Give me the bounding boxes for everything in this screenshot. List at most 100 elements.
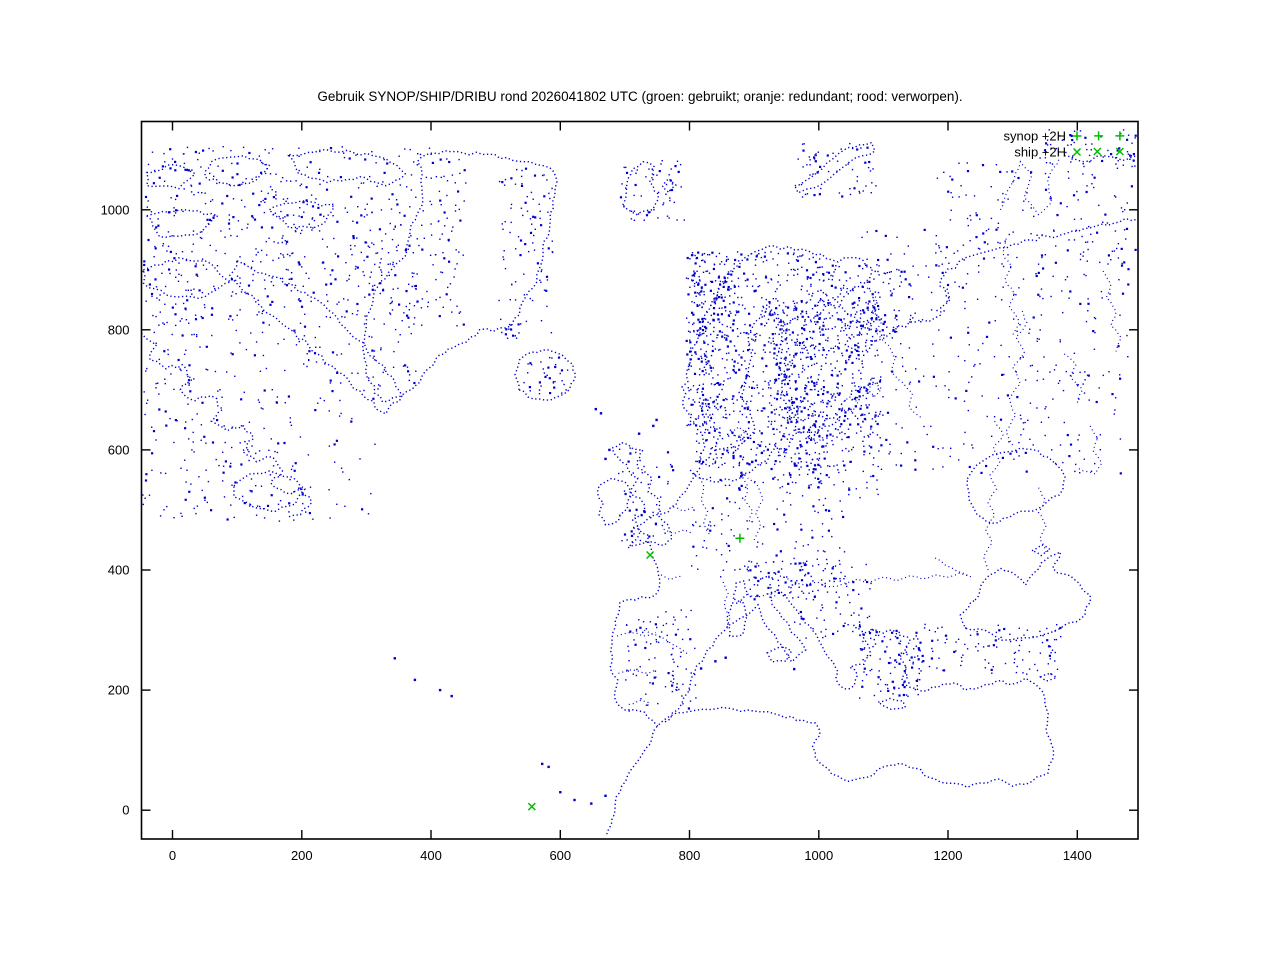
- points-synop: [735, 131, 1125, 543]
- synop-point: [1094, 131, 1104, 141]
- coastline-novaya-zemlya: [793, 141, 876, 194]
- coastline-canada-e: [145, 209, 220, 238]
- speckles-kola-karelia: [818, 264, 903, 337]
- coastline-west-europe: [609, 467, 701, 727]
- river-don: [1036, 485, 1047, 553]
- speckles-norway-fjords: [685, 252, 739, 427]
- x-tick-label-3: 600: [549, 848, 571, 863]
- x-tick-label-1: 200: [291, 848, 313, 863]
- legend: synop +2H ship +2H: [1003, 129, 1082, 160]
- speckles-aegean-islands: [859, 629, 921, 699]
- river-garonne: [660, 574, 682, 581]
- x-tick-label-5: 1000: [804, 848, 833, 863]
- speckles-baltics: [777, 428, 880, 499]
- speckles-arctic-russia-coast: [935, 156, 1137, 267]
- points-ship: [527, 147, 1124, 811]
- speckles-turkey-interior: [915, 623, 1062, 675]
- river-rhone: [722, 581, 731, 628]
- speckles-alps: [746, 560, 816, 601]
- synop-point: [1115, 131, 1125, 141]
- river-ural: [1077, 425, 1103, 475]
- speckles-iberia-interior: [625, 609, 697, 712]
- coastline-ireland: [597, 477, 633, 526]
- coastline-svalbard-main: [622, 160, 660, 216]
- coastline-newfoundland: [233, 470, 307, 512]
- coastline-corsica: [732, 579, 749, 603]
- coastline-canada-f: [142, 257, 233, 300]
- axes-layer: 0 200 400 600 800 1000 1200 1400 0 200 400 600 800 10…: [101, 120, 1139, 863]
- coastline-cyprus: [1038, 672, 1059, 682]
- speckles-greenland-east-fringe: [498, 167, 554, 339]
- y-axis-tick-labels: 0 200 400 600 800 1000: [101, 202, 130, 817]
- river-po: [747, 593, 777, 598]
- x-axis-tick-labels: 0 200 400 600 800 1000 1200 1400: [169, 848, 1092, 863]
- coastline-greenland: [361, 149, 558, 403]
- river-rhine: [698, 473, 711, 536]
- lake-vanern: [729, 426, 747, 439]
- coastline-sicily: [766, 646, 793, 663]
- coastline-labrador: [141, 332, 313, 518]
- x-tick-label-7: 1400: [1063, 848, 1092, 863]
- legend-label-synop: synop +2H: [1003, 129, 1066, 144]
- y-tick-label-1: 200: [108, 683, 130, 698]
- river-vistula: [747, 477, 764, 541]
- y-tick-label-2: 400: [108, 563, 130, 578]
- speckles-central-europe: [691, 464, 846, 583]
- coastline-sardinia: [726, 600, 748, 638]
- river-seine: [673, 506, 694, 512]
- speckles-uk-fringe: [618, 447, 675, 543]
- coastline-crete: [876, 697, 907, 711]
- speckles-novaya-fringe: [797, 142, 877, 198]
- ship-point: [1093, 147, 1102, 156]
- y-tick-label-0: 0: [122, 803, 129, 818]
- ship-point: [646, 550, 655, 560]
- speckles-canada-arctic: [142, 146, 467, 328]
- coastline-sweden-baltic: [689, 303, 842, 483]
- island-dots: [393, 407, 796, 805]
- ship-point: [1115, 147, 1124, 156]
- lake-peipus: [810, 432, 824, 444]
- coastline-azov: [1030, 543, 1052, 557]
- observation-points-layer: [527, 131, 1125, 811]
- speckles-franz-josef-land: [1043, 129, 1137, 168]
- map-layer: [141, 129, 1138, 835]
- x-tick-label-2: 400: [420, 848, 442, 863]
- river-dvina: [866, 287, 922, 418]
- speckles-finland-lakes: [773, 299, 884, 439]
- plot-title: Gebruik SYNOP/SHIP/DRIBU rond 2026041802…: [317, 89, 963, 104]
- synop-point: [735, 533, 745, 543]
- river-duero: [616, 631, 657, 637]
- y-tick-label-5: 1000: [101, 202, 130, 217]
- speckles-greenland-west-fringe: [373, 233, 419, 390]
- river-ob-estuary: [999, 158, 1060, 216]
- river-dnieper: [982, 420, 1004, 571]
- x-tick-label-6: 1200: [934, 848, 963, 863]
- y-tick-label-3: 600: [108, 442, 130, 457]
- x-axis-ticks: [171, 121, 1079, 839]
- speckles-svalbard-fringe: [619, 160, 685, 221]
- coastline-canada-b: [204, 154, 271, 187]
- river-pechora: [1002, 238, 1020, 336]
- speckles-iceland-interior: [523, 356, 569, 395]
- river-danube: [779, 572, 973, 588]
- coastline-canada-d: [268, 200, 336, 229]
- river-volga: [1005, 308, 1028, 446]
- coastline-iceland: [514, 348, 577, 401]
- plot-border: [140, 120, 1139, 840]
- coastline-britain: [611, 441, 673, 549]
- speckles-balkans: [794, 563, 872, 639]
- coastline-mediterranean: [606, 588, 1055, 835]
- y-tick-label-4: 800: [108, 322, 130, 337]
- legend-plus-marker-icon: [1072, 131, 1082, 141]
- river-kama: [1063, 353, 1084, 404]
- coastline-black-sea: [959, 550, 1092, 642]
- legend-label-ship: ship +2H: [1014, 145, 1066, 160]
- coastline-norway-russia-coast: [681, 217, 1138, 431]
- y-axis-ticks: [141, 209, 1138, 811]
- ship-point: [527, 802, 536, 811]
- coastline-arctic-coast-east: [1064, 154, 1138, 163]
- river-guadalquivir: [628, 699, 651, 706]
- legend-cross-marker-icon: [1072, 147, 1082, 157]
